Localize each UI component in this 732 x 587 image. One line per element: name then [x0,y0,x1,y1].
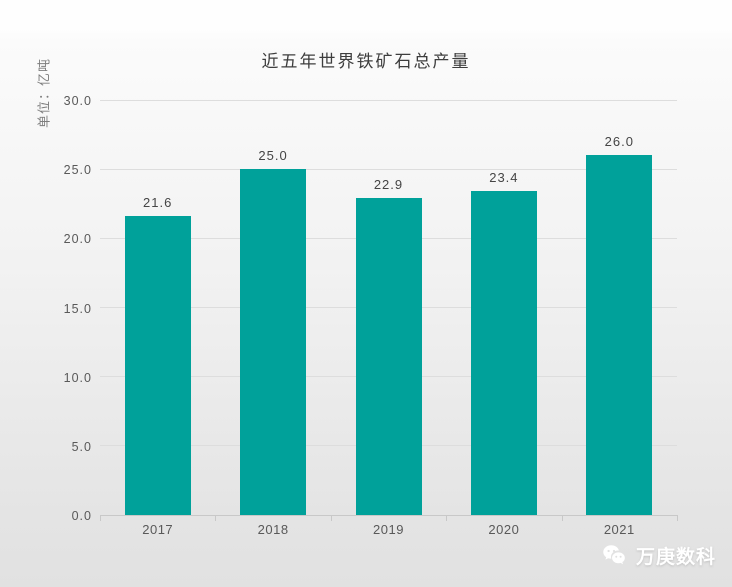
x-axis-label: 2017 [142,522,174,537]
bar-2017 [124,216,191,515]
bar-value-label: 21.6 [143,195,173,211]
y-tick-label: 10.0 [63,370,92,385]
bar-value-label: 25.0 [258,148,288,164]
bar-value-label: 22.9 [373,177,404,193]
x-tick-mark [100,515,101,521]
wechat-icon [603,545,625,565]
y-tick-label: 25.0 [63,163,92,178]
x-axis-label: 2021 [603,522,635,537]
gridline [100,99,677,101]
gridline [100,168,677,170]
y-tick-label: 30.0 [63,94,92,108]
x-axis-line [100,514,677,516]
x-tick-mark [561,515,563,521]
bar-2018 [240,169,307,515]
x-axis-label: 2020 [488,522,520,537]
x-axis-label: 2018 [257,522,289,537]
bar-2019 [355,198,422,515]
x-axis-label: 2019 [373,522,404,537]
x-tick-mark [215,515,217,521]
chart-title: 近五年世界铁矿石总产量 [261,52,471,71]
x-tick-mark [330,515,332,521]
bar-value-label: 26.0 [604,134,634,150]
watermark-text: 万庚数科 [636,546,717,568]
y-tick-label: 15.0 [63,301,92,316]
x-tick-mark [446,515,448,521]
bar-2021 [586,155,653,515]
y-tick-label: 0.0 [71,509,92,523]
y-tick-label: 20.0 [63,232,92,247]
watermark: 万庚数科 [601,541,716,569]
bar-2020 [470,191,537,515]
y-tick-label: 5.0 [71,439,92,454]
x-tick-mark [677,515,678,521]
bar-value-label: 23.4 [489,170,519,186]
